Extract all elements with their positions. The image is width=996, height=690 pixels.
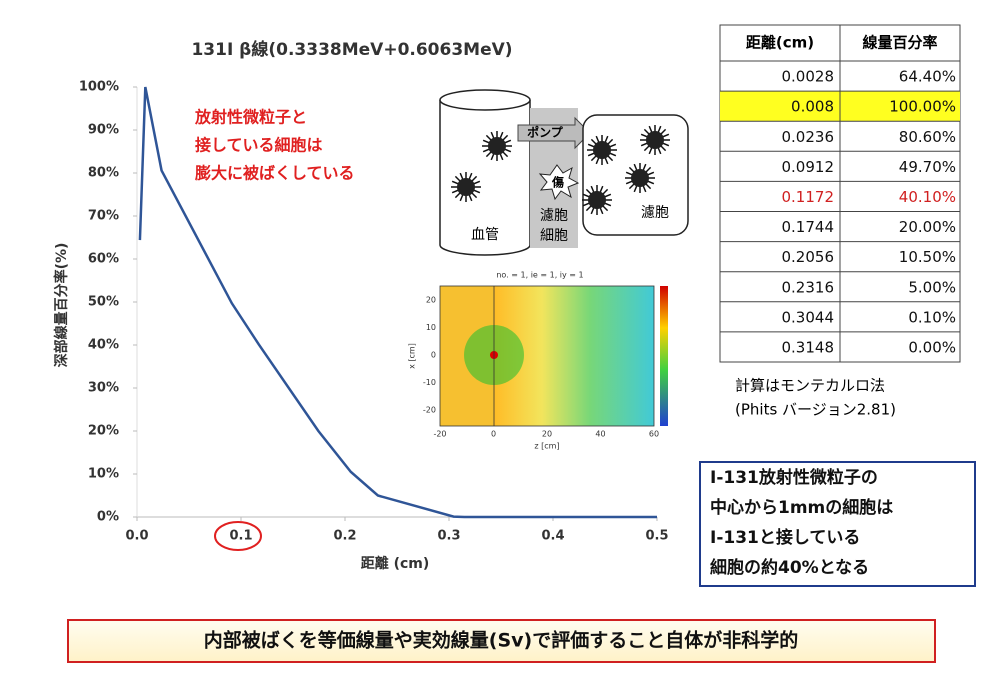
y-tick-label: 0% xyxy=(97,510,119,525)
y-tick-label: 40% xyxy=(88,338,119,353)
annotation: 膨大に被ばくしている xyxy=(195,164,355,183)
cell-icon xyxy=(482,131,512,161)
inset-x-tick: -20 xyxy=(433,430,446,439)
table-cell: 100.00% xyxy=(889,98,956,116)
conclusion-text: 内部被ばくを等価線量や実効線量(Sv)で評価すること自体が非科学的 xyxy=(204,629,798,652)
x-tick-label: 0.1 xyxy=(229,529,252,544)
y-tick-label: 20% xyxy=(88,424,119,439)
x-tick-label: 0.5 xyxy=(645,529,668,544)
x-axis-label: 距離 (cm) xyxy=(361,555,430,572)
table-cell: 0.00% xyxy=(908,338,956,356)
follicle-cell-label: 細胞 xyxy=(540,228,568,244)
table-header: 線量百分率 xyxy=(862,34,937,52)
cell-body xyxy=(457,178,475,196)
cell-body xyxy=(588,191,606,209)
inset-y-label: x [cm] xyxy=(408,343,417,369)
table-cell: 0.0236 xyxy=(782,128,835,146)
inset-x-label: z [cm] xyxy=(534,442,559,451)
table-cell: 0.10% xyxy=(908,308,956,326)
table-cell: 0.1744 xyxy=(782,218,835,236)
x-tick-label: 0.2 xyxy=(333,529,356,544)
table-cell: 10.50% xyxy=(899,248,956,266)
y-tick-label: 70% xyxy=(88,209,119,224)
table-cell: 64.40% xyxy=(899,68,956,86)
annotation: 接している細胞は xyxy=(195,136,323,155)
inset-x-tick: 20 xyxy=(542,430,552,439)
table-cell: 40.10% xyxy=(899,188,956,206)
x-tick-label: 0.3 xyxy=(437,529,460,544)
cell-body xyxy=(593,141,611,159)
table-cell: 0.3148 xyxy=(782,338,835,356)
method-text: 計算はモンテカルロ法 xyxy=(735,377,885,395)
inset-y-tick: 0 xyxy=(431,351,436,360)
cell-icon xyxy=(625,163,655,193)
cell-body xyxy=(631,169,649,187)
y-tick-label: 90% xyxy=(88,123,119,138)
table-cell: 80.60% xyxy=(899,128,956,146)
y-tick-label: 100% xyxy=(79,80,119,95)
highlight-ellipse xyxy=(214,521,262,551)
y-tick-label: 30% xyxy=(88,381,119,396)
inset-image xyxy=(400,262,670,457)
follicle-cell-label: 濾胞 xyxy=(540,208,568,224)
inset-y-tick: -20 xyxy=(423,406,436,415)
table-cell: 0.1172 xyxy=(782,188,835,206)
note-box xyxy=(699,461,976,587)
table-cell: 0.008 xyxy=(791,98,834,116)
cell-icon xyxy=(451,172,481,202)
note-text: 中心から1mmの細胞は xyxy=(710,497,893,518)
data-line xyxy=(138,86,657,519)
table-cell: 5.00% xyxy=(908,278,956,296)
inset-y-tick: 20 xyxy=(426,296,436,305)
table-cell: 20.00% xyxy=(899,218,956,236)
inset-title: no. = 1, ie = 1, iy = 1 xyxy=(496,271,583,280)
inset-x-tick: 60 xyxy=(649,430,659,439)
table-cell: 0.2056 xyxy=(782,248,835,266)
y-tick-label: 60% xyxy=(88,252,119,267)
vessel-label: 血管 xyxy=(471,227,499,243)
note-text: I-131と接している xyxy=(710,527,860,548)
inset-x-tick: 40 xyxy=(595,430,605,439)
table-cell: 0.0028 xyxy=(782,68,835,86)
table-cell: 0.2316 xyxy=(782,278,835,296)
conclusion-box xyxy=(67,619,936,663)
pump-label: ポンプ xyxy=(527,125,564,140)
y-tick-label: 10% xyxy=(88,467,119,482)
x-tick-label: 0.0 xyxy=(125,529,148,544)
y-axis-label: 深部線量百分率(%) xyxy=(53,243,70,368)
cell-icon xyxy=(587,135,617,165)
cell-body xyxy=(646,131,664,149)
inset-y-tick: 10 xyxy=(426,323,436,332)
inset-y-tick: -10 xyxy=(423,378,436,387)
cell-icon xyxy=(582,185,612,215)
y-tick-label: 80% xyxy=(88,166,119,181)
chart-title: 131I β線(0.3338MeV+0.6063MeV) xyxy=(191,39,512,60)
note-text: 細胞の約40%となる xyxy=(710,557,869,578)
y-tick-label: 50% xyxy=(88,295,119,310)
method-text: (Phits バージョン2.81) xyxy=(735,401,896,419)
annotation: 放射性微粒子と xyxy=(194,108,307,127)
cell-icon xyxy=(640,125,670,155)
x-tick-label: 0.4 xyxy=(541,529,564,544)
table-header: 距離(cm) xyxy=(746,34,814,52)
cell-body xyxy=(488,137,506,155)
inset-x-tick: 0 xyxy=(491,430,496,439)
follicle-label: 濾胞 xyxy=(641,205,669,221)
table-cell: 0.0912 xyxy=(782,158,835,176)
table-cell: 49.70% xyxy=(899,158,956,176)
table-cell: 0.3044 xyxy=(782,308,835,326)
note-text: I-131放射性微粒子の xyxy=(710,467,878,488)
injury-label: 傷 xyxy=(551,175,564,190)
